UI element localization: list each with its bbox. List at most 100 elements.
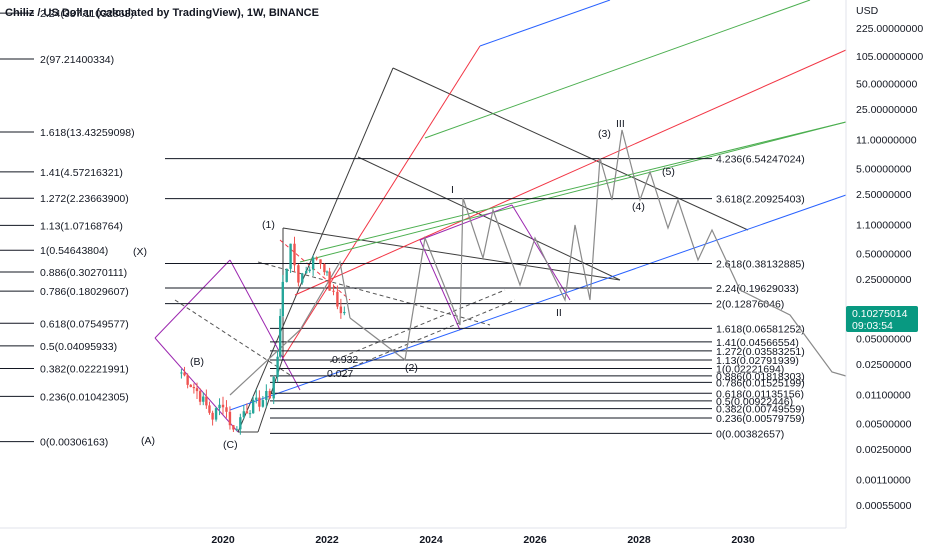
dashed-helper-1 — [257, 261, 491, 326]
candle-body — [308, 269, 311, 272]
candle-body — [186, 375, 189, 385]
currency-label: USD — [856, 5, 879, 17]
wave-label: (C) — [223, 439, 238, 451]
wedge-2-left — [419, 239, 461, 331]
candle-body — [192, 386, 196, 389]
price-tick-label: 1.10000000 — [856, 219, 912, 231]
green-channel-connector — [299, 121, 847, 263]
price-tick-label: 0.02500000 — [856, 359, 912, 371]
candle-body — [332, 290, 335, 292]
price-tick-label: 5.00000000 — [856, 164, 912, 176]
price-tick-label: 0.00250000 — [856, 444, 912, 456]
price-tick-label: 25.00000000 — [856, 104, 917, 116]
fib-left-label: 1.618(13.43259098) — [40, 127, 135, 139]
fib-left-label: 1.272(2.23663900) — [40, 193, 129, 205]
wave-label: I — [451, 184, 454, 196]
last-price-tag[interactable]: 0.10275014 09:03:54 — [846, 306, 918, 332]
candle-body — [279, 316, 282, 357]
fib-left-label: 1(0.54643804) — [40, 245, 108, 257]
price-tick-label: 0.50000000 — [856, 249, 912, 261]
fib-left-label: 1.13(1.07168764) — [40, 220, 123, 232]
candle-body — [245, 411, 249, 414]
fib-right-label: 1.13(0.02791939) — [716, 355, 799, 367]
price-tick-label: 0.05000000 — [856, 334, 912, 346]
candle-body — [281, 281, 284, 317]
fib-left-label: 0.618(0.07549577) — [40, 318, 129, 330]
fib-right-label: 0.886(0.01818303) — [716, 371, 805, 383]
price-tick-label: 105.00000000 — [856, 51, 923, 63]
candle-body — [180, 372, 183, 374]
candle-body — [248, 413, 252, 415]
fib-right-label: 0.5(0.00922446) — [716, 396, 793, 408]
fib-right-label: 0(0.00382657) — [716, 428, 784, 440]
last-price-tag-bg — [846, 306, 918, 332]
fork-lower-tine — [282, 227, 621, 281]
candle-body — [289, 243, 292, 269]
blue-upper-extension — [479, 0, 611, 47]
wave-label: II — [556, 307, 562, 319]
candle-body — [232, 425, 235, 430]
price-tick-label: 0.00500000 — [856, 419, 912, 431]
fib-right-label: 2(0.12876046) — [716, 299, 784, 311]
fib-right-label: 1.41(0.04566554) — [716, 337, 799, 349]
last-price-countdown: 09:03:54 — [852, 320, 893, 332]
fib-right-label: 0.786(0.01525199) — [716, 377, 805, 389]
candle-body — [325, 271, 329, 273]
wedge-2-right — [511, 204, 571, 301]
candle-body — [297, 265, 300, 283]
wave-label: (X) — [133, 246, 147, 258]
candle-body — [261, 400, 265, 407]
candle-body — [276, 356, 279, 377]
wave-label: (A) — [141, 435, 155, 447]
time-tick-label: 2020 — [211, 534, 235, 546]
red-median-line — [282, 45, 481, 359]
wave-label: 0.932 — [332, 354, 358, 366]
price-tick-label: 225.00000000 — [856, 23, 923, 35]
wave-label: (2) — [405, 362, 418, 374]
wedge-left — [154, 259, 231, 339]
candle-body — [255, 397, 258, 400]
label-layer: (A)(B)(C)(X)(1)(2)(3)(4)(5)IIIIII0.9320.… — [133, 118, 675, 451]
wave-label: (5) — [662, 166, 675, 178]
fib-left-label: 0(0.00306163) — [40, 437, 108, 449]
price-axis[interactable]: 225.00000000 105.00000000 50.00000000 25.00… — [856, 23, 923, 512]
wave-label: (4) — [632, 201, 645, 213]
candle-body — [195, 388, 199, 392]
dashed-helper-4 — [174, 299, 291, 376]
candle-body — [189, 384, 192, 387]
fib-right-label: 1.272(0.03583251) — [716, 346, 805, 358]
wedge-2-top — [419, 204, 513, 241]
candle-body — [198, 391, 202, 402]
green-lower-channel — [319, 121, 847, 251]
wave-label: III — [616, 118, 625, 130]
green-channel-line — [424, 0, 811, 139]
candle-body — [205, 396, 208, 406]
blue-lower-channel — [229, 194, 847, 411]
candle-body — [339, 306, 343, 314]
fib-left-label: 0.886(0.30270111) — [40, 267, 127, 279]
candle-body — [268, 390, 271, 399]
wave-label: (3) — [598, 128, 611, 140]
candle-body — [311, 257, 315, 270]
candle-body — [343, 311, 346, 314]
price-tick-label: 0.01100000 — [856, 389, 911, 401]
time-tick-label: 2026 — [523, 534, 547, 546]
candle-layer — [180, 236, 346, 435]
candle-body — [208, 405, 211, 413]
fib-left-label: 0.5(0.04095933) — [40, 341, 117, 353]
candle-body — [293, 243, 296, 266]
candle-body — [214, 408, 218, 420]
candle-body — [235, 429, 239, 431]
candle-body — [183, 372, 186, 376]
projected-wave-path — [349, 129, 847, 377]
candle-body — [239, 417, 242, 430]
last-price-value: 0.10275014 — [852, 308, 908, 320]
fork-handle — [237, 67, 394, 433]
time-axis[interactable]: 2020 2022 2024 2026 2028 2030 — [211, 534, 755, 546]
fib-right-label: 0.236(0.00579759) — [716, 413, 805, 425]
fib-left-label: 2(97.21400334) — [40, 54, 114, 66]
price-tick-label: 50.00000000 — [856, 79, 917, 91]
